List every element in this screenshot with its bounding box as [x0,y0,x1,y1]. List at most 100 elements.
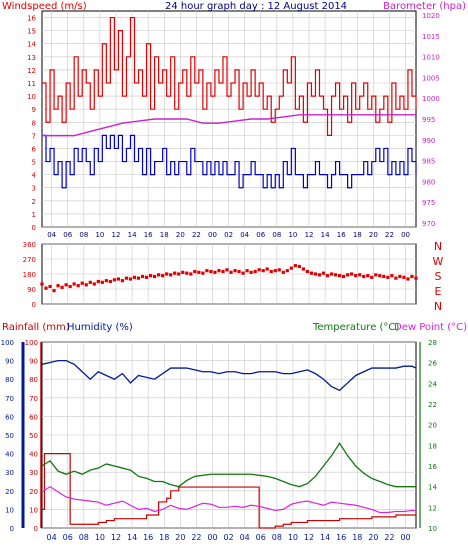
direction-point [329,272,334,276]
x-tick-label: 20 [176,231,185,239]
direction-point [60,285,64,289]
direction-point [56,284,60,288]
direction-point [273,269,277,273]
x-tick-label: 02 [224,231,233,239]
y-tick-label: 8 [32,119,36,127]
x-tick-label: 18 [159,533,169,542]
y-tick-label: 4 [32,172,37,180]
y-tick-label: 2 [32,198,36,206]
dewpoint-axis-title: Dew Point (°C) [394,322,467,333]
y2-tick-label: 1000 [422,95,440,103]
right-axis-title: Barometer (hpa) [383,1,466,12]
y2-tick-label: 1010 [422,54,440,62]
y-tick-label: 360 [23,241,36,249]
y-tick-label: 7 [32,132,36,140]
chart-title: 24 hour graph day : 12 August 2014 [165,1,347,12]
direction-point [157,273,161,277]
x-tick-label: 22 [384,533,394,542]
x-tick-label: 10 [288,231,297,239]
direction-point [410,274,414,279]
direction-point [374,273,378,277]
x-tick-label: 06 [63,533,73,542]
humidity-tick-label: 60 [5,413,14,421]
rainfall-line [42,453,417,529]
x-tick-label: 12 [112,231,121,239]
direction-point [189,272,193,276]
x-tick-label: 18 [160,231,169,239]
x-tick-label: 04 [240,231,249,239]
temp-tick-label: 16 [428,463,437,471]
direction-point [181,270,185,274]
direction-point [104,279,108,283]
humidity-axis-title: Humidity (%) [67,322,133,333]
x-tick-label: 22 [192,231,201,239]
x-tick-label: 12 [305,231,314,239]
x-tick-label: 06 [256,533,266,542]
direction-point [120,279,125,283]
x-tick-label: 10 [95,533,105,542]
y-tick-label: 0 [32,224,36,232]
y2-tick-label: 1015 [422,33,440,41]
rain-tick-label: 0 [34,525,38,533]
direction-point [237,269,241,274]
temp-tick-label: 22 [428,401,437,409]
x-tick-label: 04 [47,533,57,542]
humidity-tick-label: 0 [10,525,14,533]
direction-point [281,270,285,274]
compass-label: E [435,285,442,298]
y-tick-label: 1 [32,211,36,219]
direction-point [309,271,314,275]
x-tick-label: 16 [337,231,346,239]
direction-point [88,280,92,284]
x-tick-label: 14 [128,231,137,239]
y2-tick-label: 975 [422,199,435,207]
x-tick-label: 14 [320,533,330,542]
direction-point [245,269,249,273]
rain-tick-label: 40 [29,451,38,459]
humidity-tick-label: 20 [5,488,14,496]
direction-point [386,275,390,279]
direction-point [209,269,213,274]
y2-tick-label: 990 [422,137,435,145]
direction-point [261,269,265,273]
rain-tick-label: 10 [29,506,38,514]
direction-point [402,275,406,279]
x-tick-label: 00 [208,231,217,239]
rain-tick-label: 20 [29,488,38,496]
direction-point [289,266,293,270]
temp-tick-label: 14 [428,484,437,492]
direction-point [161,274,165,278]
direction-point [313,272,318,276]
x-tick-label: 00 [207,533,217,542]
x-tick-label: 16 [143,533,153,542]
x-tick-label: 08 [272,231,281,239]
direction-point [390,274,394,278]
direction-point [185,271,189,275]
rain-tick-label: 70 [29,395,38,403]
y-tick-label: 90 [27,286,36,294]
y-tick-label: 14 [27,41,36,49]
direction-point [128,277,133,281]
direction-point [92,282,96,286]
compass-label: W [433,255,444,268]
x-tick-label: 18 [353,231,362,239]
direction-point [277,268,281,272]
direction-point [84,283,88,287]
y-tick-label: 270 [23,256,36,264]
direction-point [229,270,233,274]
temperature-axis-title: Temperature (°C) [312,322,399,333]
compass-label: S [435,270,442,283]
rain-tick-label: 90 [29,358,38,366]
direction-point [265,267,269,271]
plot-frame [41,10,417,228]
direction-point [249,270,253,274]
x-tick-label: 06 [63,231,72,239]
humidity-tick-label: 10 [5,506,14,514]
rain-tick-label: 50 [29,432,38,440]
humidity-line [41,359,417,392]
y-tick-label: 16 [27,15,36,23]
